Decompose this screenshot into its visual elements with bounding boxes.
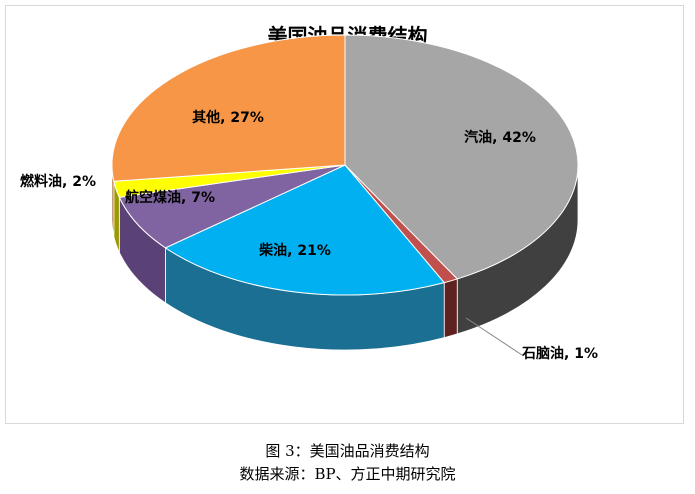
- chart-frame: [5, 5, 684, 424]
- pie-side-1: [443, 278, 458, 339]
- pie-slice-0: [344, 34, 579, 280]
- data-label-5: 其他, 27%: [192, 109, 264, 126]
- pie-chart: 汽油, 42% 石脑油, 1% 柴油, 21% 航空煤油, 7% 燃料油, 2% 其他, …: [20, 34, 598, 362]
- data-label-4: 燃料油, 2%: [20, 173, 96, 190]
- data-label-0: 汽油, 42%: [464, 129, 536, 146]
- data-label-2: 柴油, 21%: [258, 242, 331, 259]
- pie-slice-2: [164, 164, 446, 296]
- pie-slice-5: [111, 34, 346, 182]
- source-caption: 数据来源：BP、方正中期研究院: [239, 465, 456, 483]
- data-label-3: 航空煤油, 7%: [125, 189, 215, 206]
- pie-slice-3: [118, 164, 346, 249]
- figure-caption: 图 3：美国油品消费结构: [265, 442, 430, 460]
- leader-line: [465, 317, 523, 356]
- data-label-1: 石脑油, 1%: [521, 345, 598, 362]
